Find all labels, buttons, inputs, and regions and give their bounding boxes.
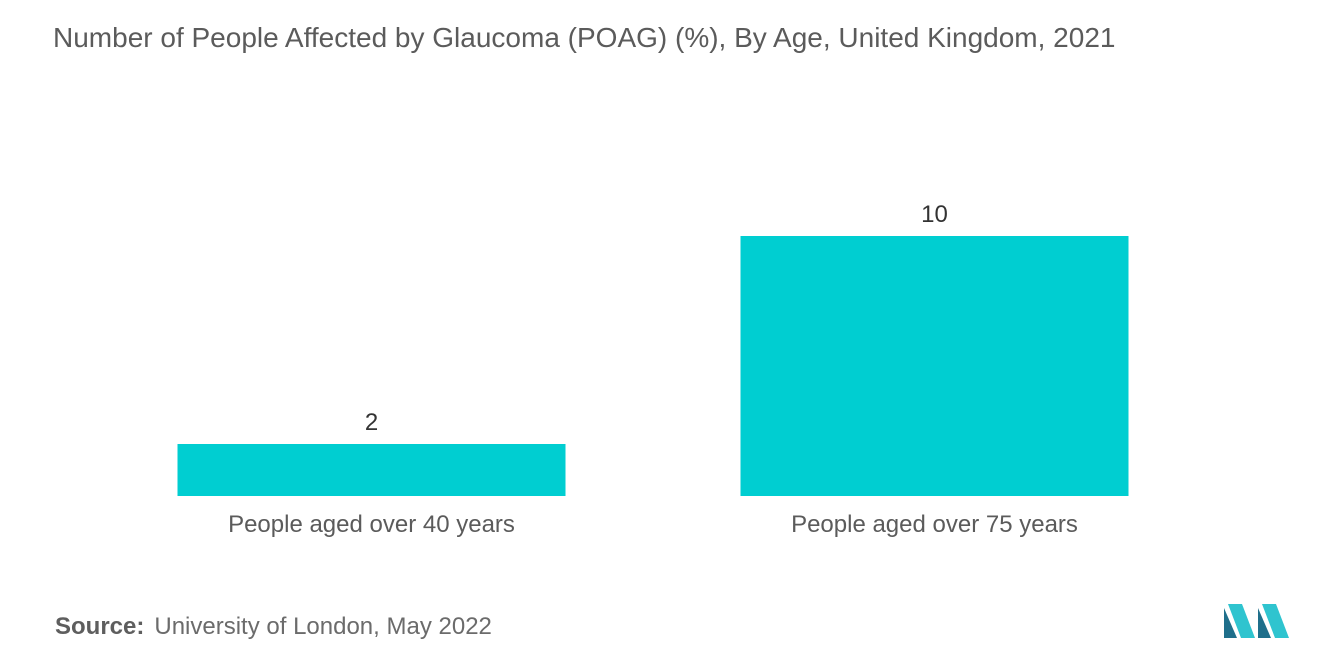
- category-label-1: People aged over 40 years: [228, 511, 515, 538]
- bar-value-label-1: 2: [365, 409, 378, 436]
- bar-1: [177, 444, 566, 496]
- source-line: Source: University of London, May 2022: [55, 613, 492, 641]
- chart-title: Number of People Affected by Glaucoma (P…: [53, 22, 1116, 53]
- bar-2: [740, 236, 1129, 496]
- bar-value-label-2: 10: [921, 201, 948, 228]
- bar-chart: 2 People aged over 40 years 10 People aged …: [177, 201, 1129, 538]
- source-text: University of London, May 2022: [154, 613, 492, 640]
- source-label: Source:: [55, 613, 145, 640]
- category-label-2: People aged over 75 years: [791, 511, 1078, 538]
- brand-logo-icon: [1224, 604, 1289, 638]
